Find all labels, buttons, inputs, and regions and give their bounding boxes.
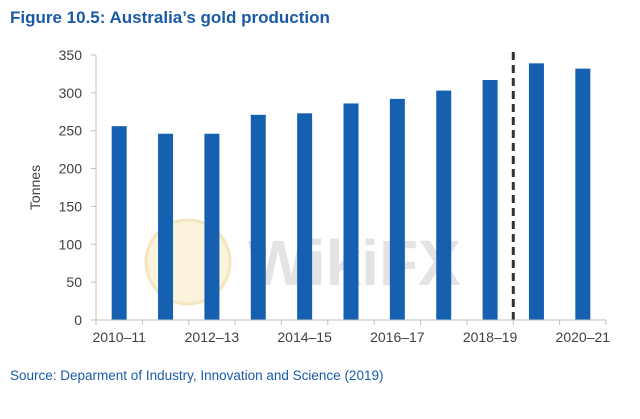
bars-group — [111, 52, 591, 321]
y-tick-label: 350 — [59, 47, 83, 63]
y-tick-label: 150 — [59, 198, 83, 214]
bar-2010–11 — [111, 126, 127, 320]
bar-2017–18 — [436, 90, 452, 320]
bar-2015–16 — [343, 103, 359, 321]
x-tick-label: 2010–11 — [92, 329, 146, 345]
bar-2012–13 — [204, 133, 220, 320]
bar-2019–20 — [528, 63, 544, 320]
bar-2014–15 — [297, 113, 313, 320]
y-axis-title: Tonnes — [27, 165, 43, 210]
y-tick-label: 0 — [74, 312, 82, 328]
bar-2020–21 — [575, 68, 591, 320]
y-tick-label: 200 — [59, 161, 83, 177]
chart-title: Figure 10.5: Australia’s gold production — [10, 8, 330, 27]
y-tick-label: 300 — [59, 85, 83, 101]
y-tick-label: 50 — [66, 274, 82, 290]
bar-2016–17 — [389, 98, 405, 320]
y-tick-label: 250 — [59, 123, 83, 139]
bar-2013–14 — [250, 114, 266, 320]
x-tick-label: 2020–21 — [556, 329, 611, 345]
source-note: Source: Deparment of Industry, Innovatio… — [10, 368, 384, 383]
x-tick-label: 2012–13 — [185, 329, 240, 345]
x-tick-label: 2016–17 — [370, 329, 425, 345]
axis-lines — [95, 55, 606, 321]
y-axis: 0 50 100 150 200 250 300 350 — [59, 47, 96, 328]
x-tick-label: 2018–19 — [463, 329, 518, 345]
bar-2011–12 — [158, 133, 174, 320]
x-tick-label: 2014–15 — [277, 329, 332, 345]
x-axis: 2010–11 2012–13 2014–15 2016–17 2018–19 2020–… — [92, 320, 610, 345]
bar-2018–19 — [482, 79, 498, 321]
y-tick-label: 100 — [59, 236, 83, 252]
